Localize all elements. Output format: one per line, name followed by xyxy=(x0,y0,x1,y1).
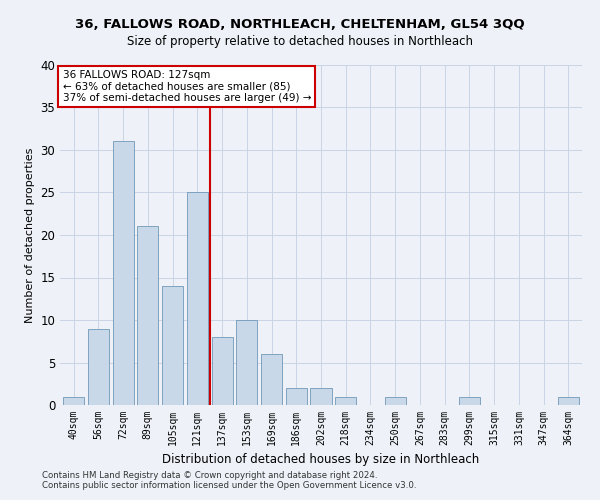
Bar xyxy=(459,396,480,405)
X-axis label: Distribution of detached houses by size in Northleach: Distribution of detached houses by size … xyxy=(163,454,479,466)
Bar xyxy=(385,396,406,405)
Bar xyxy=(558,396,579,405)
Bar xyxy=(310,388,332,405)
Bar xyxy=(63,396,84,405)
Bar xyxy=(187,192,208,405)
Y-axis label: Number of detached properties: Number of detached properties xyxy=(25,148,35,322)
Text: Size of property relative to detached houses in Northleach: Size of property relative to detached ho… xyxy=(127,35,473,48)
Bar xyxy=(113,142,134,405)
Bar xyxy=(236,320,257,405)
Bar xyxy=(212,337,233,405)
Bar xyxy=(137,226,158,405)
Bar xyxy=(162,286,183,405)
Bar xyxy=(335,396,356,405)
Text: Contains HM Land Registry data © Crown copyright and database right 2024.
Contai: Contains HM Land Registry data © Crown c… xyxy=(42,470,416,490)
Text: 36, FALLOWS ROAD, NORTHLEACH, CHELTENHAM, GL54 3QQ: 36, FALLOWS ROAD, NORTHLEACH, CHELTENHAM… xyxy=(75,18,525,30)
Bar xyxy=(261,354,282,405)
Bar xyxy=(88,328,109,405)
Text: 36 FALLOWS ROAD: 127sqm
← 63% of detached houses are smaller (85)
37% of semi-de: 36 FALLOWS ROAD: 127sqm ← 63% of detache… xyxy=(62,70,311,103)
Bar xyxy=(286,388,307,405)
